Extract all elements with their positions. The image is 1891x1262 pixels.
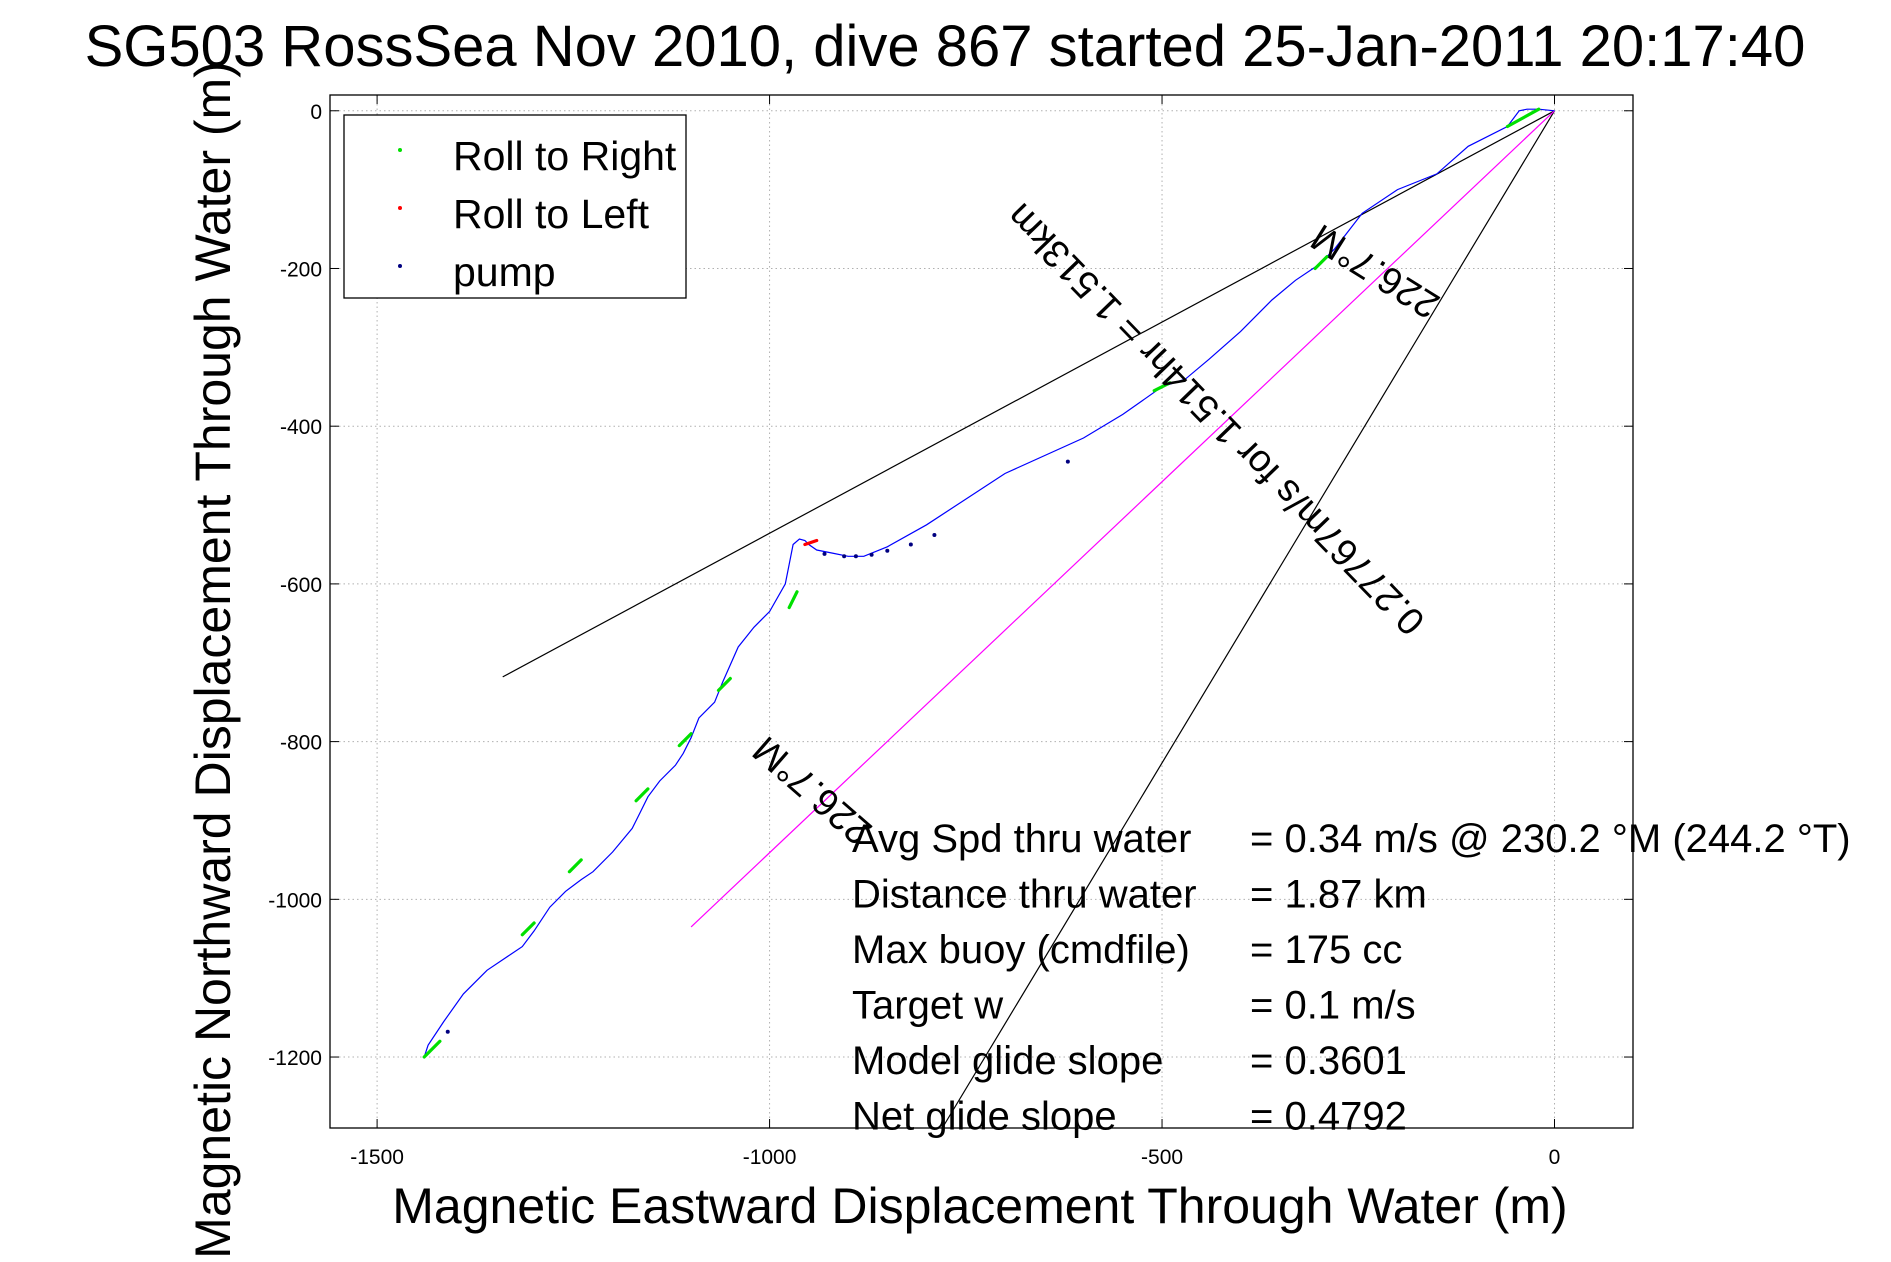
roll-right-segment — [422, 1039, 442, 1059]
legend-label-roll-left: Roll to Left — [453, 191, 650, 237]
roll-left-segment — [803, 538, 819, 547]
x-tick-label: -500 — [1141, 1146, 1183, 1169]
stat-label: Distance thru water — [852, 873, 1197, 917]
x-tick-label: -1500 — [350, 1146, 404, 1169]
stat-label: Target w — [852, 984, 1003, 1028]
y-tick-label: -1000 — [268, 889, 322, 912]
stat-value: = 175 cc — [1250, 928, 1402, 972]
roll-right-segment — [1505, 107, 1541, 129]
pump-point — [1065, 459, 1070, 464]
stat-value: = 0.3601 — [1250, 1039, 1407, 1083]
stat-label: Model glide slope — [852, 1039, 1163, 1083]
tick-labels-layer: -1500 -1000 -500 0 0 -200 -400 -600 -800 -1000 -12… — [268, 95, 1633, 1169]
y-tick-label: -600 — [280, 574, 322, 597]
roll-right-segment — [677, 732, 693, 748]
stat-label: Max buoy (cmdfile) — [852, 928, 1190, 972]
pump-point — [932, 533, 937, 538]
legend-label-roll-right: Roll to Right — [453, 133, 677, 179]
y-axis-label: Magnetic Northward Displacement Through … — [185, 61, 241, 1259]
roll-right-segment — [1152, 381, 1172, 393]
chart-legend: Roll to Right Roll to Left pump — [343, 114, 687, 299]
legend-marker-roll-left — [398, 206, 402, 210]
reference-lines-layer — [502, 110, 1556, 1129]
pump-point — [885, 548, 890, 553]
stat-value: = 1.87 km — [1250, 873, 1427, 917]
legend-marker-roll-right — [398, 148, 402, 152]
legend-label-pump: pump — [453, 249, 556, 295]
legend-marker-pump — [398, 264, 402, 268]
pump-point — [842, 554, 847, 559]
x-axis-label: Magnetic Eastward Displacement Through W… — [392, 1178, 1567, 1234]
roll-right-segment — [1313, 255, 1329, 271]
stat-value: = 0.34 m/s @ 230.2 °M (244.2 °T) — [1250, 817, 1851, 861]
heading-line-upper — [502, 110, 1555, 678]
pump-point — [445, 1029, 450, 1034]
roll-right-segment — [716, 676, 732, 693]
stats-layer: Avg Spd thru water = 0.34 m/s @ 230.2 °M … — [852, 817, 1851, 1139]
plot-area-frame — [329, 94, 1634, 1129]
y-tick-label: 0 — [310, 101, 322, 124]
roll-right-segment — [567, 858, 583, 874]
pump-point — [822, 551, 827, 556]
x-tick-label: -1000 — [743, 1146, 797, 1169]
y-tick-label: -200 — [280, 258, 322, 281]
pump-point — [853, 554, 858, 559]
net-displacement-line — [690, 110, 1555, 928]
roll-right-segment — [520, 921, 536, 937]
roll-right-segment — [634, 787, 650, 803]
pump-point — [869, 552, 874, 557]
heading-line-lower — [941, 110, 1556, 1129]
stat-label: Avg Spd thru water — [852, 817, 1191, 861]
heading-annotation: 226.7°M — [1304, 215, 1447, 326]
annotation-layer: 226.7°M0.27767m/s for 1.514hr = 1.513km2… — [745, 195, 1446, 853]
stat-label: Net glide slope — [852, 1095, 1117, 1139]
x-tick-label: 0 — [1549, 1146, 1561, 1169]
pump-point — [908, 542, 913, 547]
roll-right-segment — [787, 590, 799, 610]
stat-value: = 0.1 m/s — [1250, 984, 1416, 1028]
stat-value: = 0.4792 — [1250, 1095, 1407, 1139]
grid-layer — [330, 95, 1633, 1128]
dive-track-layer — [422, 107, 1555, 1059]
y-tick-label: -800 — [280, 732, 322, 755]
y-tick-label: -1200 — [268, 1047, 322, 1070]
chart-title: SG503 RossSea Nov 2010, dive 867 started… — [85, 14, 1806, 79]
y-tick-label: -400 — [280, 416, 322, 439]
